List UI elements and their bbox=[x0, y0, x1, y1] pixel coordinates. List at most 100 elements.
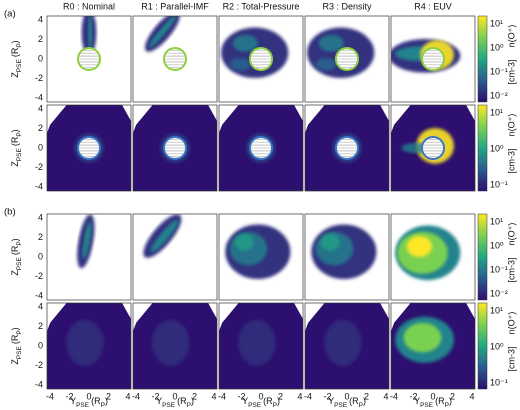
axis-label-part: PSE bbox=[16, 257, 23, 271]
axis-label-part: (R bbox=[10, 334, 20, 344]
x-tick-label: -2 bbox=[323, 391, 331, 401]
axis-label-part: ) bbox=[10, 327, 20, 330]
colorbar-tick-label: 10¹ bbox=[490, 107, 503, 117]
colorbar-tick-label: 10⁰ bbox=[490, 341, 504, 351]
panel-frame bbox=[304, 213, 390, 301]
density-blob bbox=[318, 34, 344, 52]
axis-label-part: (R bbox=[91, 396, 101, 406]
x-tick-label: 0 bbox=[86, 391, 91, 401]
panel-frame bbox=[218, 213, 304, 301]
axis-label: ZPSE (RP) bbox=[10, 129, 22, 166]
axis-label-part: P bbox=[16, 43, 23, 47]
y-tick-label: 2 bbox=[38, 34, 43, 44]
panel-frame bbox=[132, 213, 218, 301]
axis-label-part: P bbox=[273, 402, 277, 409]
y-tick-label: 2 bbox=[38, 232, 43, 242]
y-tick-label: 4 bbox=[38, 103, 43, 113]
map-panel bbox=[132, 15, 218, 103]
panel-frame bbox=[46, 15, 132, 103]
map-image bbox=[143, 214, 182, 258]
map-panel bbox=[390, 302, 476, 390]
axis-label-part: PSE bbox=[16, 346, 23, 360]
panel-frame bbox=[46, 104, 132, 192]
y-tick-label: -2 bbox=[35, 360, 43, 370]
panel-frame bbox=[390, 15, 476, 103]
panel-frame bbox=[390, 213, 476, 301]
axis-label-part: Y bbox=[156, 396, 162, 406]
panel-frame bbox=[218, 302, 304, 390]
map-image bbox=[395, 225, 461, 281]
x-tick-label: -4 bbox=[132, 391, 140, 401]
x-tick-label: 4 bbox=[297, 391, 302, 401]
x-tick-label: 0 bbox=[430, 391, 435, 401]
panel-frame bbox=[390, 104, 476, 192]
map-panel bbox=[46, 104, 132, 192]
panel-frame bbox=[218, 15, 304, 103]
axis-label-part: PSE bbox=[16, 59, 23, 73]
map-panel bbox=[46, 302, 132, 390]
map-image bbox=[47, 303, 131, 389]
axis-label: ZPSE (RP) bbox=[10, 327, 22, 364]
panel-frame bbox=[46, 302, 132, 390]
colorbar-tick-label: 10⁻¹ bbox=[490, 179, 508, 189]
colorbar bbox=[477, 213, 488, 301]
y-tick-label: -4 bbox=[35, 92, 43, 102]
axis-label-part: (R bbox=[10, 136, 20, 146]
axis-label: YPSE (RP) bbox=[328, 396, 366, 408]
density-blob bbox=[87, 16, 93, 52]
axis-label-part: P bbox=[16, 241, 23, 245]
y-tick-label: 4 bbox=[38, 301, 43, 311]
panel-frame bbox=[304, 104, 390, 192]
y-tick-label: 0 bbox=[38, 142, 43, 152]
axis-label-part: P bbox=[445, 402, 449, 409]
axis-label-part: PSE bbox=[420, 402, 434, 409]
colorbar bbox=[477, 15, 488, 103]
map-image bbox=[77, 214, 95, 269]
colorbar-tick-label: 10¹ bbox=[490, 216, 503, 226]
axis-label-part: P bbox=[187, 402, 191, 409]
y-tick-label: 0 bbox=[38, 340, 43, 350]
colorbar bbox=[477, 302, 488, 390]
x-tick-label: 2 bbox=[450, 391, 455, 401]
x-tick-label: 0 bbox=[172, 391, 177, 401]
map-panel bbox=[304, 104, 390, 192]
axis-label-part: P bbox=[16, 330, 23, 334]
x-tick-label: -2 bbox=[237, 391, 245, 401]
axis-label-part: ) bbox=[191, 396, 194, 406]
density-blob bbox=[151, 319, 190, 366]
column-title: R1 : Parallel-IMF bbox=[141, 1, 209, 11]
map-panel bbox=[132, 302, 218, 390]
axis-label-part: (R bbox=[177, 396, 187, 406]
colorbar-unit: [cm-3] bbox=[506, 148, 516, 173]
panel-frame bbox=[132, 15, 218, 103]
map-panel bbox=[304, 213, 390, 301]
density-blob bbox=[403, 322, 442, 353]
y-tick-label: -2 bbox=[35, 271, 43, 281]
density-blob bbox=[406, 236, 432, 257]
map-panel bbox=[390, 15, 476, 103]
axis-label-part: ) bbox=[277, 396, 280, 406]
map-image bbox=[133, 105, 217, 191]
y-tick-label: -2 bbox=[35, 73, 43, 83]
x-tick-label: -4 bbox=[46, 391, 54, 401]
density-blob bbox=[148, 16, 177, 48]
colorbar-label: n(O⁺) bbox=[506, 114, 516, 137]
map-image bbox=[305, 303, 389, 389]
density-blob bbox=[323, 319, 362, 366]
axis-label-part: P bbox=[101, 402, 105, 409]
axis-label-part: ) bbox=[10, 40, 20, 43]
map-image bbox=[144, 16, 188, 72]
colorbar-unit: [cm-3] bbox=[506, 257, 516, 282]
density-blob bbox=[229, 57, 251, 71]
x-tick-label: -4 bbox=[304, 391, 312, 401]
map-panel bbox=[132, 104, 218, 192]
colorbar-label: n(O⁺) bbox=[506, 223, 516, 246]
x-tick-label: 0 bbox=[258, 391, 263, 401]
x-tick-label: 2 bbox=[364, 391, 369, 401]
axis-label-part: (R bbox=[349, 396, 359, 406]
colorbar-tick-label: 10¹ bbox=[490, 305, 503, 315]
x-tick-label: 2 bbox=[106, 391, 111, 401]
x-tick-label: 0 bbox=[344, 391, 349, 401]
x-tick-label: -2 bbox=[151, 391, 159, 401]
colorbar-tick-label: 10⁻¹ bbox=[490, 264, 508, 274]
